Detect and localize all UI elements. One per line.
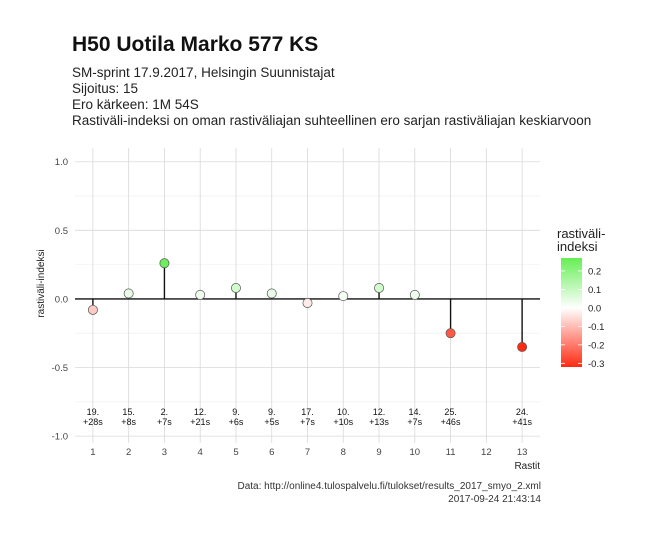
data-point <box>266 288 277 299</box>
time-diff-label: +46s <box>441 417 461 427</box>
legend-title-line2: indeksi <box>557 239 598 254</box>
y-tick-label: -0.5 <box>52 363 68 374</box>
rank-label: 24. <box>516 407 529 417</box>
rank-label: 19. <box>87 407 100 417</box>
time-diff-label: +7s <box>157 417 172 427</box>
x-tick-label: 5 <box>233 447 238 458</box>
x-tick-label: 12 <box>481 447 492 458</box>
time-diff-label: +13s <box>369 417 389 427</box>
x-tick-label: 6 <box>269 447 274 458</box>
y-tick-label: 0.5 <box>55 226 68 237</box>
y-axis-title: rastiväli-indeksi <box>36 249 47 317</box>
rank-label: 14. <box>409 407 422 417</box>
data-source-caption: Data: http://online4.tulospalvelu.fi/tul… <box>237 481 541 492</box>
rank-label: 12. <box>373 407 386 417</box>
rank-label: 9. <box>268 407 276 417</box>
rank-label: 17. <box>301 407 314 417</box>
y-tick-label: 1.0 <box>55 157 68 168</box>
x-tick-label: 3 <box>162 447 167 458</box>
legend-tick-label: -0.2 <box>588 340 604 351</box>
data-point <box>123 288 134 299</box>
rank-label: 9. <box>232 407 240 417</box>
x-tick-label: 1 <box>90 447 95 458</box>
rank-label: 12. <box>194 407 207 417</box>
x-tick-label: 7 <box>305 447 310 458</box>
chart-subtitle-placement: Sijoitus: 15 <box>72 81 139 96</box>
legend-tick-label: 0.0 <box>588 303 601 314</box>
chart-title: H50 Uotila Marko 577 KS <box>72 33 319 56</box>
time-diff-label: +6s <box>229 417 244 427</box>
data-point <box>445 328 456 339</box>
data-point <box>159 258 170 269</box>
chart-subtitle-description: Rastiväli-indeksi on oman rastiväliajan … <box>72 113 592 128</box>
data-point <box>374 283 384 293</box>
x-tick-label: 10 <box>410 447 421 458</box>
time-diff-label: +21s <box>190 417 210 427</box>
time-diff-label: +8s <box>121 417 136 427</box>
data-point <box>231 283 241 293</box>
x-tick-label: 13 <box>517 447 528 458</box>
time-diff-label: +28s <box>83 417 103 427</box>
data-point <box>302 298 313 308</box>
y-tick-label: -1.0 <box>52 432 68 443</box>
legend-colorbar <box>561 258 582 367</box>
x-tick-label: 2 <box>126 447 131 458</box>
data-point <box>338 291 349 302</box>
data-point <box>517 342 528 352</box>
legend-tick-label: 0.2 <box>588 266 601 277</box>
time-diff-label: +7s <box>300 417 315 427</box>
x-tick-label: 8 <box>341 447 346 458</box>
x-axis-title: Rastit <box>514 461 540 472</box>
y-tick-label: 0.0 <box>55 294 68 305</box>
legend-tick-label: -0.3 <box>588 359 604 370</box>
time-diff-label: +5s <box>264 417 279 427</box>
data-point <box>87 304 98 315</box>
x-tick-label: 4 <box>198 447 203 458</box>
time-diff-label: +41s <box>512 417 532 427</box>
data-point <box>195 289 206 300</box>
time-diff-label: +10s <box>333 417 353 427</box>
legend-title-line1: rastiväli- <box>557 226 605 241</box>
data-point <box>409 289 420 300</box>
legend-tick-label: -0.1 <box>588 322 604 333</box>
x-tick-label: 11 <box>446 447 456 458</box>
time-diff-label: +7s <box>407 417 422 427</box>
rank-label: 10. <box>337 407 350 417</box>
rank-label: 25. <box>444 407 457 417</box>
rank-label: 2. <box>161 407 169 417</box>
x-tick-label: 9 <box>376 447 381 458</box>
legend-tick-label: 0.1 <box>588 285 601 296</box>
chart-subtitle-difference: Ero kärkeen: 1M 54S <box>72 97 199 112</box>
chart-subtitle-event: SM-sprint 17.9.2017, Helsingin Suunnista… <box>72 65 335 80</box>
timestamp-caption: 2017-09-24 21:43:14 <box>448 494 541 505</box>
rank-label: 15. <box>122 407 135 417</box>
